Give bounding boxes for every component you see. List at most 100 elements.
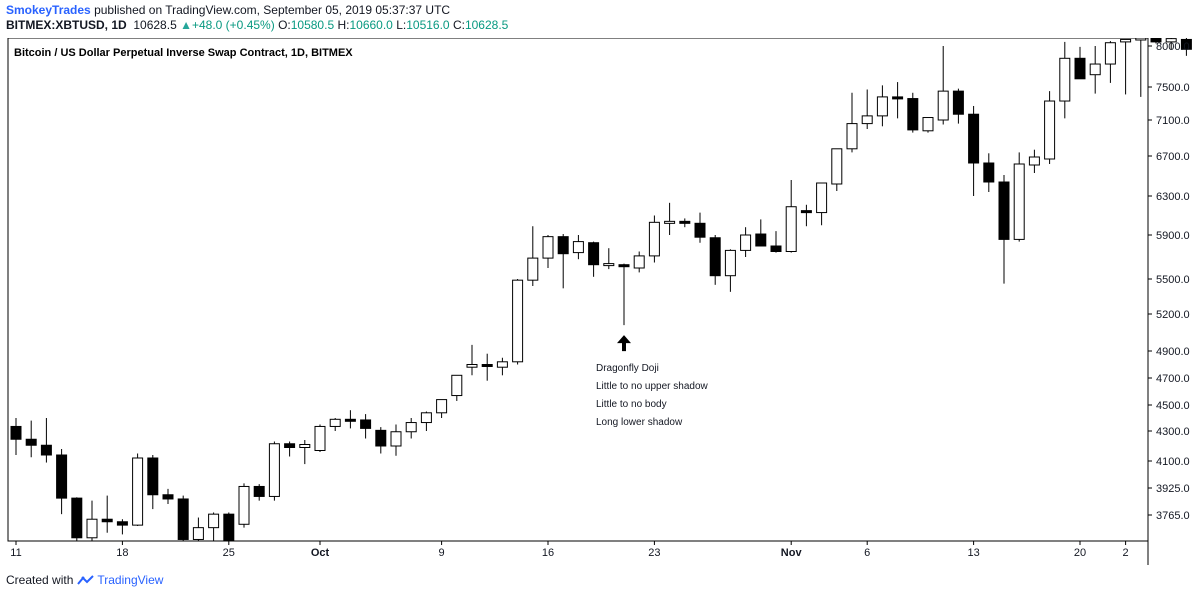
candle[interactable] [390, 424, 402, 456]
candle[interactable] [132, 453, 144, 526]
candle[interactable] [1089, 46, 1101, 94]
price-tick-label: 8000.0 [1156, 41, 1190, 53]
candle[interactable] [527, 226, 539, 286]
candle[interactable] [116, 519, 128, 535]
price-axis[interactable]: 8000.0 7500.0 7100.0 6700.0 6300.0 5900.0 5500… [1148, 41, 1190, 522]
candle[interactable] [861, 89, 873, 129]
candle[interactable] [1150, 38, 1162, 44]
candle[interactable] [512, 279, 524, 365]
candle-body [770, 245, 782, 252]
candle[interactable] [694, 212, 706, 243]
candle[interactable] [588, 241, 600, 277]
candle[interactable] [481, 353, 493, 381]
candle[interactable] [86, 500, 98, 541]
candle[interactable] [1165, 38, 1177, 50]
high-label: H: [337, 18, 350, 32]
candle[interactable] [740, 227, 752, 257]
candle[interactable] [816, 182, 828, 226]
candle-body [56, 454, 68, 499]
candle-body [998, 181, 1010, 240]
candle[interactable] [496, 357, 508, 376]
time-axis[interactable]: 11 18 25 Oct 9 16 23 Nov 6 13 20 2 [10, 541, 1129, 559]
author-link[interactable]: SmokeyTrades [6, 3, 91, 17]
candle[interactable] [284, 441, 296, 457]
candle[interactable] [208, 512, 220, 541]
candle[interactable] [922, 117, 934, 133]
candle[interactable] [451, 374, 463, 401]
tradingview-link[interactable]: TradingView [97, 573, 164, 587]
candle[interactable] [10, 418, 22, 455]
candle[interactable] [299, 440, 311, 465]
candle[interactable] [238, 483, 250, 528]
candle[interactable] [557, 234, 569, 289]
candle[interactable] [25, 420, 37, 458]
candle[interactable] [542, 235, 554, 268]
candle[interactable] [770, 231, 782, 253]
candle[interactable] [466, 344, 478, 376]
candle[interactable] [1044, 91, 1056, 164]
candle[interactable] [56, 449, 68, 515]
candle[interactable] [1059, 41, 1071, 119]
candle[interactable] [253, 484, 265, 501]
candle[interactable] [800, 204, 812, 227]
candle[interactable] [648, 215, 660, 263]
candle[interactable] [618, 263, 630, 326]
candle[interactable] [709, 235, 721, 285]
candle[interactable] [572, 235, 584, 260]
candle[interactable] [1028, 149, 1040, 173]
candle-body [648, 221, 660, 257]
time-tick-label: 23 [648, 547, 660, 559]
candle[interactable] [785, 180, 797, 253]
candle[interactable] [892, 82, 904, 119]
candle-body [892, 96, 904, 100]
candle[interactable] [375, 427, 387, 454]
candle[interactable] [1074, 46, 1086, 80]
candle[interactable] [420, 411, 432, 432]
candle[interactable] [952, 88, 964, 124]
candle[interactable] [679, 218, 691, 228]
candle[interactable] [1180, 38, 1192, 56]
candle[interactable] [101, 495, 113, 533]
candle-body [740, 234, 752, 251]
candle[interactable] [40, 418, 52, 463]
candle[interactable] [1013, 152, 1025, 242]
candle[interactable] [831, 148, 843, 191]
candle-body [481, 364, 493, 367]
candle[interactable] [1135, 38, 1147, 97]
candle[interactable] [664, 202, 676, 235]
candle[interactable] [876, 85, 888, 127]
candle-body [876, 96, 888, 117]
candle-body [25, 438, 37, 446]
candle[interactable] [603, 248, 615, 270]
candle[interactable] [846, 92, 858, 153]
candle[interactable] [192, 517, 204, 541]
candle[interactable] [1104, 41, 1116, 83]
candle[interactable] [344, 410, 356, 429]
candle[interactable] [405, 418, 417, 439]
candle[interactable] [937, 46, 949, 125]
candle-body [268, 443, 280, 497]
candle[interactable] [724, 249, 736, 292]
candle[interactable] [983, 153, 995, 192]
up-arrow-icon [617, 335, 631, 352]
candle[interactable] [436, 399, 448, 418]
candle[interactable] [314, 424, 326, 453]
candle[interactable] [360, 414, 372, 439]
plot-frame [7, 38, 1149, 542]
candle[interactable] [907, 92, 919, 133]
candle[interactable] [177, 495, 189, 541]
candle[interactable] [968, 105, 980, 196]
candle[interactable] [147, 455, 159, 510]
candle[interactable] [268, 441, 280, 501]
candle[interactable] [162, 488, 174, 505]
candle[interactable] [633, 251, 645, 273]
candle[interactable] [71, 497, 83, 541]
candle[interactable] [223, 512, 235, 542]
candle[interactable] [329, 418, 341, 431]
candle[interactable] [1120, 38, 1132, 95]
candle[interactable] [755, 219, 767, 247]
candle-body [344, 418, 356, 422]
candle[interactable] [998, 175, 1010, 284]
candlestick-chart[interactable]: Bitcoin / US Dollar Perpetual Inverse Sw… [0, 38, 1200, 566]
candle-body [192, 527, 204, 540]
